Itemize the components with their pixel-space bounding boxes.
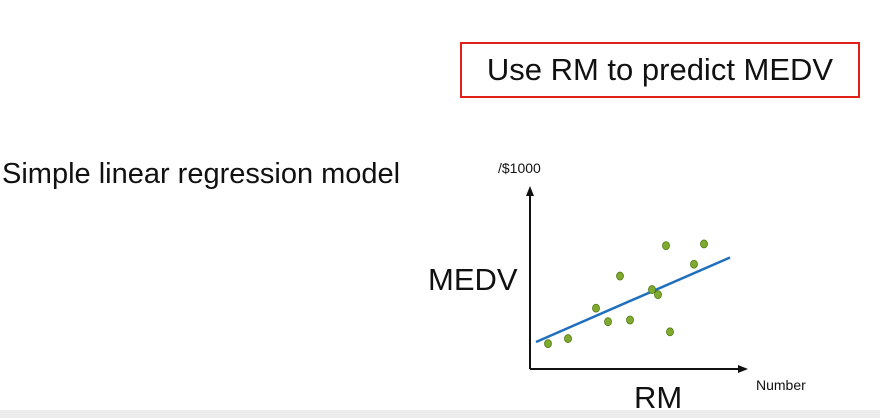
data-point-3 <box>592 303 600 313</box>
data-point-12 <box>700 239 708 249</box>
title-box: Use RM to predict MEDV <box>460 42 860 98</box>
x-axis-label: RM <box>634 380 683 415</box>
data-point-11 <box>690 259 698 269</box>
data-point-1 <box>544 339 552 349</box>
data-point-5 <box>616 271 624 281</box>
data-point-8 <box>654 290 662 300</box>
y-axis-label: MEDV <box>428 262 518 297</box>
x-axis-arrow <box>738 365 748 373</box>
bottom-bar <box>0 410 880 418</box>
data-point-2 <box>564 334 572 343</box>
regression-line-layer <box>535 256 731 344</box>
axes <box>526 186 748 373</box>
data-point-10 <box>666 327 674 337</box>
data-point-4 <box>604 317 612 327</box>
slide-subtitle: Simple linear regression model <box>2 158 401 190</box>
regression-line <box>535 256 731 344</box>
data-point-7 <box>648 285 656 294</box>
x-axis-unit: Number <box>756 377 806 393</box>
y-axis-unit: /$1000 <box>498 160 541 176</box>
data-point-6 <box>626 315 634 325</box>
data-points <box>544 239 708 349</box>
y-axis-arrow <box>526 186 534 196</box>
slide-title: Use RM to predict MEDV <box>486 52 834 87</box>
data-point-9 <box>662 241 670 251</box>
